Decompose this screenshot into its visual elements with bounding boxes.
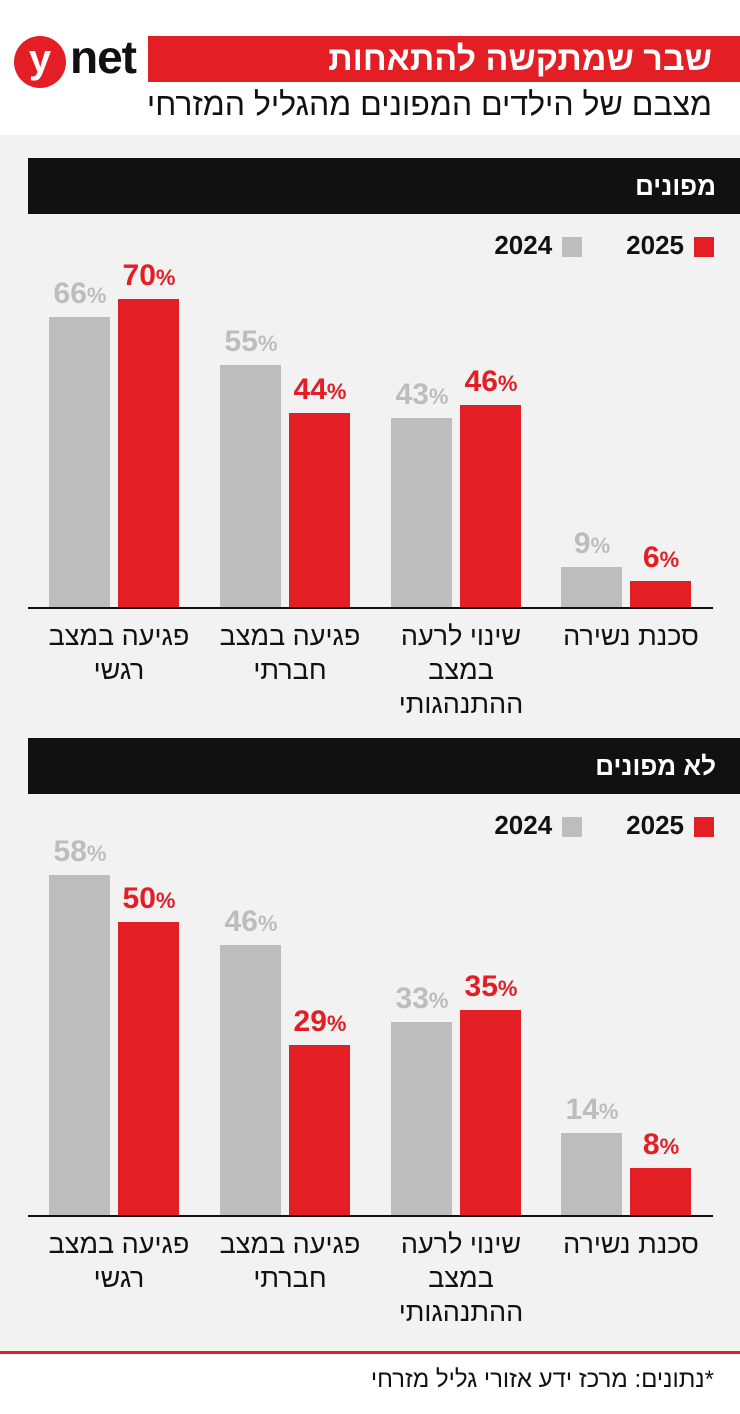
category-label: פגיעה במצב חברתי	[219, 1229, 361, 1293]
bar-2025	[460, 404, 521, 607]
legend-label: 2025	[626, 810, 684, 840]
value-label: 33%	[395, 981, 449, 1015]
legend-2025: 2025	[626, 230, 714, 261]
category-label: סכנת נשירה	[563, 621, 699, 651]
bar-2025	[460, 1009, 521, 1215]
bar-2025	[630, 1168, 691, 1215]
category-label: פגיעה במצב רגשי	[48, 621, 190, 685]
legend-swatch-2024	[562, 817, 583, 838]
legend: 2025 2024	[494, 230, 714, 261]
legend-swatch-2025	[694, 817, 714, 838]
bar-2024	[49, 875, 110, 1215]
section-title: לא מפונים	[28, 738, 740, 794]
divider	[0, 1351, 740, 1354]
value-label: 70%	[122, 259, 176, 292]
baseline	[28, 607, 713, 609]
category-label: סכנת נשירה	[563, 1229, 699, 1259]
bar-2025	[118, 922, 179, 1215]
section-title: מפונים	[28, 158, 740, 214]
value-label: 66%	[53, 276, 107, 310]
legend-2024: 2024	[494, 230, 583, 261]
value-label: 9%	[573, 527, 611, 561]
bar-2025	[630, 580, 691, 607]
source-note: *נתונים: מרכז ידע אזורי גליל מזרחי	[370, 1366, 714, 1393]
value-label: 29%	[293, 1005, 347, 1039]
bar-2024	[391, 417, 452, 607]
legend-swatch-2024	[562, 237, 583, 258]
legend-label: 2024	[494, 230, 553, 260]
baseline	[28, 1215, 713, 1217]
bar-2024	[561, 1132, 622, 1215]
category-label: שינוי לרעה במצב ההתנהגותי	[398, 1229, 524, 1327]
category-label: שינוי לרעה במצב ההתנהגותי	[398, 621, 524, 719]
bar-2024	[49, 316, 110, 607]
legend-2025: 2025	[626, 810, 714, 841]
legend-2024: 2024	[494, 810, 583, 841]
bar-2024	[391, 1021, 452, 1215]
legend-label: 2025	[626, 230, 684, 260]
ynet-logo: y	[14, 36, 66, 88]
value-label: 58%	[53, 835, 107, 869]
bar-2024	[561, 567, 622, 607]
page-title: שבר שמתקשה להתאחות	[148, 36, 740, 82]
legend-swatch-2025	[694, 237, 714, 258]
page-subtitle: מצבם של הילדים המפונים מהגליל המזרחי	[146, 86, 712, 122]
value-label: 43%	[395, 377, 449, 411]
value-label: 8%	[642, 1128, 680, 1162]
bar-2025	[289, 413, 350, 607]
ynet-logo-text: net	[70, 31, 137, 83]
value-label: 6%	[642, 540, 680, 574]
category-label: פגיעה במצב רגשי	[48, 1229, 190, 1293]
bar-2025	[289, 1045, 350, 1215]
value-label: 46%	[224, 905, 278, 939]
legend-label: 2024	[494, 810, 553, 840]
value-label: 14%	[565, 1092, 619, 1126]
value-label: 50%	[122, 882, 176, 915]
bar-2024	[220, 945, 281, 1215]
value-label: 46%	[464, 364, 518, 398]
value-label: 44%	[293, 373, 347, 407]
value-label: 35%	[464, 969, 518, 1003]
bar-2024	[220, 365, 281, 607]
legend: 2025 2024	[494, 810, 714, 841]
bar-2025	[118, 299, 179, 607]
category-label: פגיעה במצב חברתי	[219, 621, 361, 685]
value-label: 55%	[224, 325, 278, 358]
